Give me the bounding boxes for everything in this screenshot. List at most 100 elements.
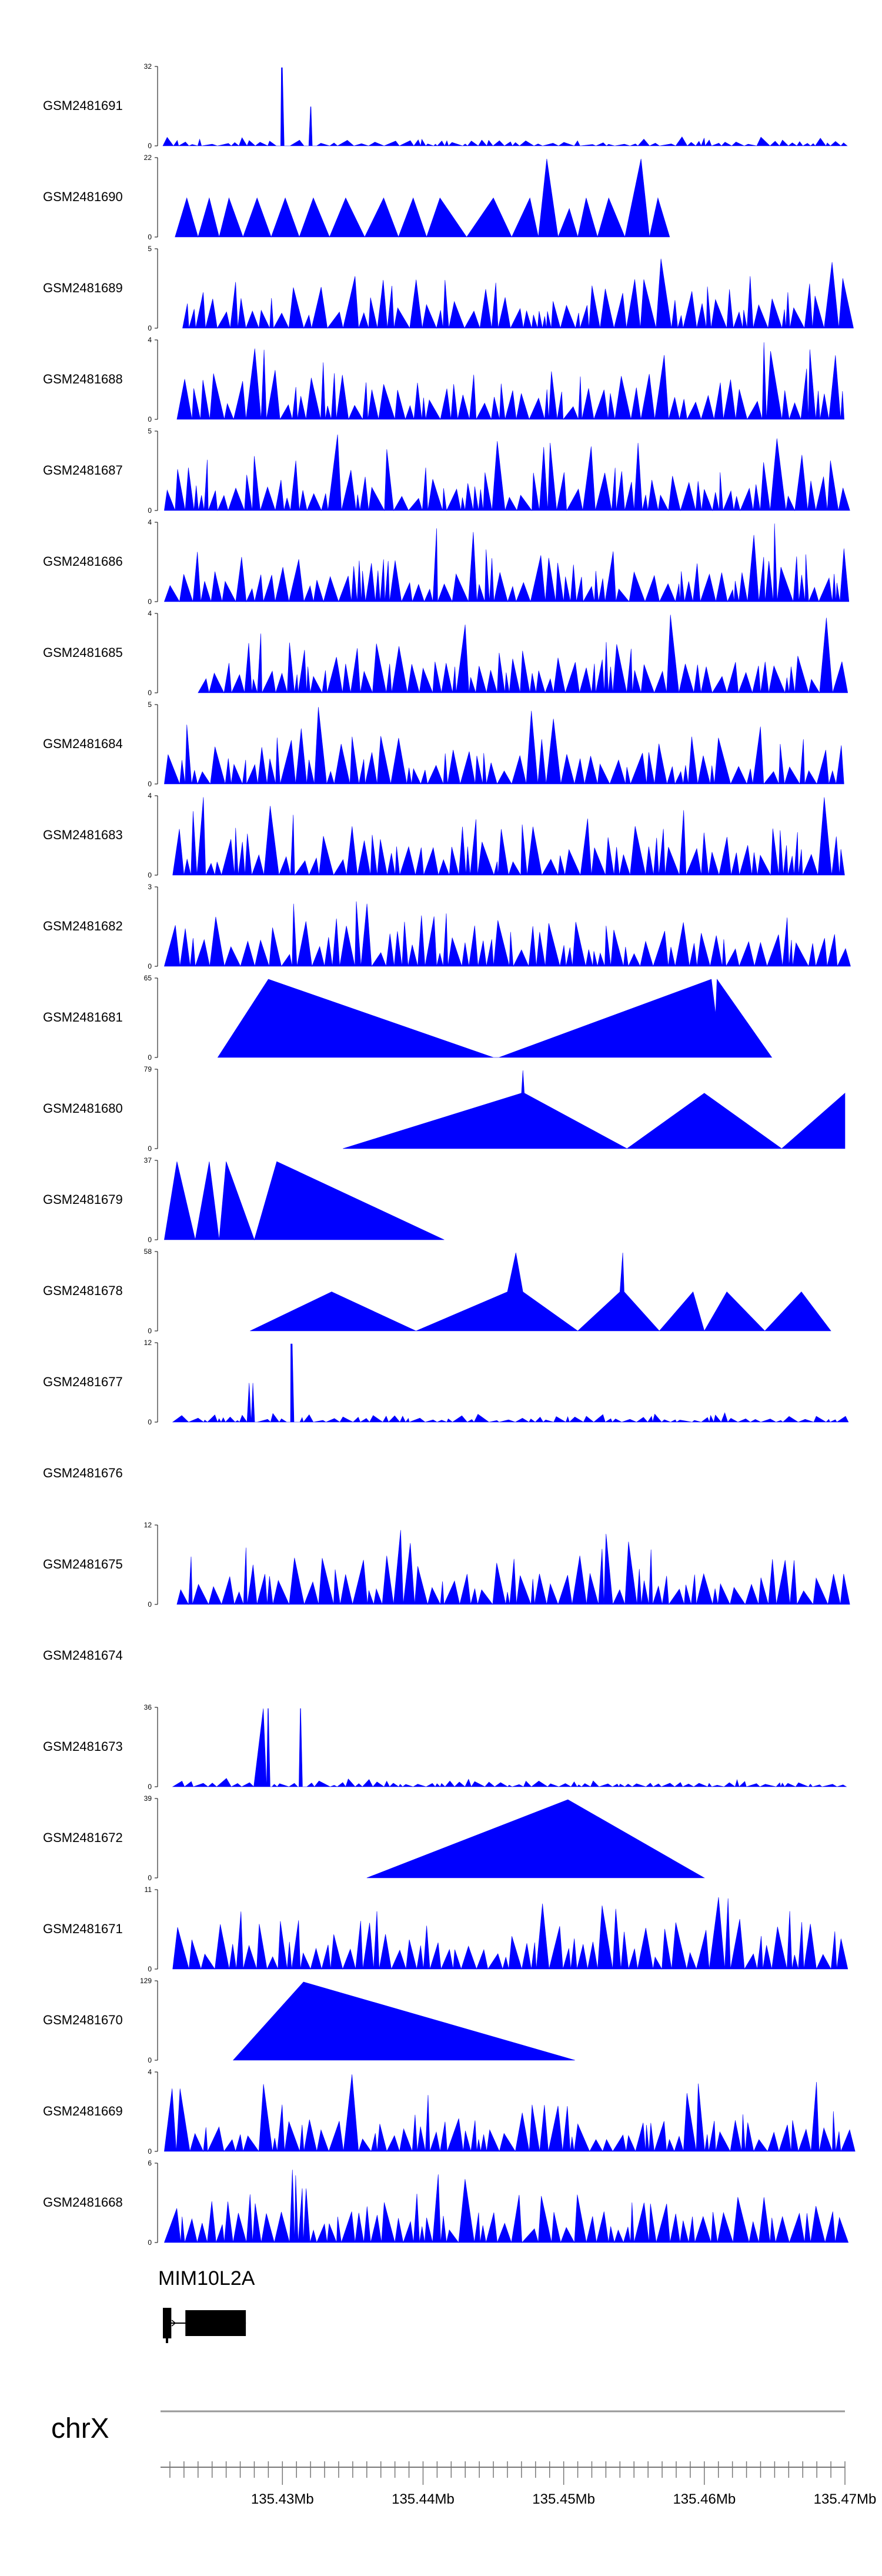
signal-area — [198, 615, 848, 694]
track-gsm2481682: GSM2481682 3 0 — [43, 883, 851, 970]
signal-area — [172, 1343, 849, 1423]
track-gsm2481675: GSM2481675 12 0 — [43, 1521, 850, 1609]
y-max-label: 4 — [148, 792, 152, 800]
signal-area — [175, 158, 670, 238]
track-label: GSM2481691 — [43, 98, 123, 113]
signal-area — [164, 901, 851, 967]
y-min-label: 0 — [148, 2056, 152, 2064]
y-max-label: 4 — [148, 336, 152, 344]
track-gsm2481676: GSM2481676 — [43, 1466, 123, 1480]
y-max-label: 129 — [140, 1977, 152, 1985]
y-max-label: 6 — [148, 2159, 152, 2167]
track-gsm2481690: GSM2481690 22 0 — [43, 154, 670, 241]
track-gsm2481684: GSM2481684 5 0 — [43, 700, 844, 788]
y-min-label: 0 — [148, 1965, 152, 1973]
y-max-label: 39 — [144, 1794, 152, 1803]
track-gsm2481688: GSM2481688 4 0 — [43, 336, 844, 423]
signal-area — [182, 258, 854, 329]
signal-area — [164, 434, 850, 512]
track-gsm2481689: GSM2481689 5 0 — [43, 245, 854, 332]
y-min-label: 0 — [148, 780, 152, 788]
signal-area — [162, 67, 848, 147]
strand-arrow-icon — [171, 2320, 176, 2327]
gene-exon — [185, 2310, 246, 2336]
y-max-label: 65 — [144, 974, 152, 982]
signal-area — [232, 1981, 575, 2061]
signal-area — [164, 2074, 856, 2153]
y-max-label: 58 — [144, 1247, 152, 1256]
track-label: GSM2481685 — [43, 645, 123, 660]
y-max-label: 36 — [144, 1703, 152, 1711]
signal-area — [366, 1799, 705, 1878]
chromosome-label: chrX — [51, 2413, 109, 2444]
y-min-label: 0 — [148, 1418, 152, 1426]
track-gsm2481691: GSM2481691 32 0 — [43, 62, 848, 150]
signal-area — [250, 1252, 831, 1332]
y-min-label: 0 — [148, 962, 152, 970]
axis-tick-label: 135.45Mb — [532, 2491, 595, 2507]
y-min-label: 0 — [148, 1600, 152, 1609]
y-max-label: 12 — [144, 1521, 152, 1529]
track-label: GSM2481673 — [43, 1739, 123, 1754]
track-label: GSM2481681 — [43, 1010, 123, 1025]
y-max-label: 37 — [144, 1156, 152, 1164]
y-min-label: 0 — [148, 506, 152, 515]
signal-area — [176, 342, 844, 421]
signal-area — [172, 1897, 848, 1970]
track-gsm2481681: GSM2481681 65 0 — [43, 974, 773, 1062]
axis-tick-label: 135.46Mb — [673, 2491, 736, 2507]
y-max-label: 12 — [144, 1339, 152, 1347]
gene-label: MIM10L2A — [158, 2267, 255, 2290]
signal-area — [176, 1530, 850, 1606]
track-label: GSM2481688 — [43, 372, 123, 386]
y-max-label: 22 — [144, 154, 152, 162]
y-max-label: 79 — [144, 1065, 152, 1073]
track-gsm2481687: GSM2481687 5 0 — [43, 427, 850, 515]
track-gsm2481680: GSM2481680 79 0 — [43, 1065, 846, 1153]
y-min-label: 0 — [148, 1783, 152, 1791]
track-gsm2481672: GSM2481672 39 0 — [43, 1794, 705, 1882]
signal-area — [164, 707, 844, 785]
y-min-label: 0 — [148, 1327, 152, 1335]
signal-area — [343, 1070, 846, 1149]
y-min-label: 0 — [148, 871, 152, 879]
y-max-label: 3 — [148, 883, 152, 891]
y-max-label: 32 — [144, 62, 152, 71]
y-min-label: 0 — [148, 415, 152, 423]
y-min-label: 0 — [148, 1236, 152, 1244]
signal-area — [163, 523, 850, 603]
track-gsm2481685: GSM2481685 4 0 — [43, 609, 848, 697]
y-max-label: 4 — [148, 609, 152, 618]
y-max-label: 5 — [148, 427, 152, 435]
y-min-label: 0 — [148, 2238, 152, 2247]
track-gsm2481669: GSM2481669 4 0 — [43, 2068, 856, 2155]
y-min-label: 0 — [148, 1144, 152, 1153]
y-min-label: 0 — [148, 689, 152, 697]
y-max-label: 4 — [148, 518, 152, 526]
y-max-label: 5 — [148, 245, 152, 253]
y-min-label: 0 — [148, 2147, 152, 2155]
y-max-label: 4 — [148, 2068, 152, 2076]
track-label: GSM2481680 — [43, 1101, 123, 1116]
signal-area — [172, 1708, 847, 1787]
signal-area — [163, 2170, 849, 2244]
track-label: GSM2481690 — [43, 189, 123, 204]
track-label: GSM2481678 — [43, 1283, 123, 1298]
track-label: GSM2481668 — [43, 2195, 123, 2210]
axis-tick-label: 135.43Mb — [251, 2491, 314, 2507]
track-label: GSM2481672 — [43, 1830, 123, 1845]
track-label: GSM2481669 — [43, 2104, 123, 2118]
track-label: GSM2481677 — [43, 1374, 123, 1389]
y-max-label: 5 — [148, 700, 152, 709]
track-gsm2481686: GSM2481686 4 0 — [43, 518, 850, 606]
track-label: GSM2481674 — [43, 1648, 123, 1663]
track-label: GSM2481676 — [43, 1466, 123, 1480]
signal-area — [164, 1161, 445, 1240]
y-max-label: 11 — [145, 1886, 152, 1894]
y-min-label: 0 — [148, 1053, 152, 1062]
track-label: GSM2481686 — [43, 554, 123, 569]
track-gsm2481677: GSM2481677 12 0 — [43, 1339, 849, 1426]
y-min-label: 0 — [148, 1874, 152, 1882]
track-label: GSM2481684 — [43, 736, 123, 751]
